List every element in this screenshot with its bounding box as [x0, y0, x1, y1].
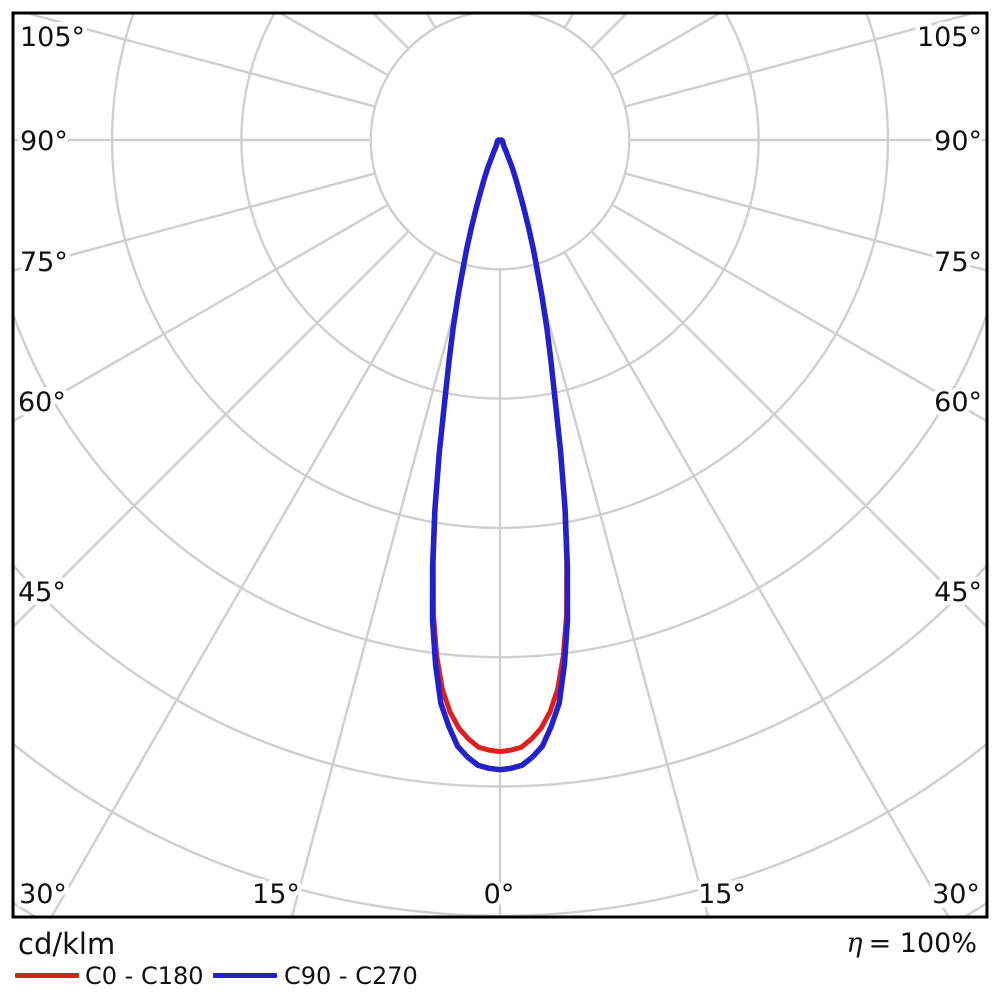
- curve-c90-c270: [429, 137, 571, 773]
- grid-spoke: [14, 203, 389, 422]
- angle-label: 30°: [19, 879, 67, 910]
- plot-border: [11, 11, 989, 919]
- grid-spoke: [624, 14, 975, 108]
- legend-swatch-c0-c180: [15, 973, 79, 978]
- angle-label: 30°: [932, 879, 980, 910]
- legend-label-c90-c270: C90 - C270: [284, 962, 418, 990]
- grid-spoke: [590, 230, 986, 628]
- angle-label: 60°: [18, 387, 66, 418]
- angle-label: 105°: [917, 22, 982, 53]
- eta-value: = 100%: [868, 928, 977, 959]
- legend-swatch-c90-c270: [213, 973, 277, 978]
- curves: [429, 137, 571, 773]
- grid-spoke: [14, 230, 410, 628]
- angle-labels: 105° 90° 75° 60° 45° 105° 90° 75° 60° 45° 30° 15° 0°…: [14, 18, 987, 915]
- grid-spoke: [611, 203, 986, 422]
- efficiency-text: η = 100%: [846, 929, 977, 959]
- grid-spoke: [532, 264, 710, 916]
- legend: C0 - C180 C90 - C270: [0, 962, 1000, 996]
- grid-spoke: [14, 172, 376, 272]
- angle-label: 90°: [20, 126, 68, 157]
- grid-spoke: [290, 264, 468, 916]
- grid-spoke: [50, 251, 437, 916]
- angle-label: 60°: [934, 387, 982, 418]
- angle-label: 45°: [18, 577, 66, 608]
- angle-label: 15°: [252, 879, 300, 910]
- angle-label: 0°: [484, 879, 515, 910]
- grid-spoke: [25, 14, 376, 108]
- angle-label: 75°: [20, 247, 68, 278]
- legend-label-c0-c180: C0 - C180: [85, 962, 204, 990]
- angle-label: 15°: [698, 879, 746, 910]
- unit-label: cd/klm: [18, 927, 116, 961]
- angle-label: 45°: [934, 577, 982, 608]
- grid-spoke: [563, 251, 950, 916]
- eta-symbol: η: [846, 928, 863, 959]
- grid-spoke: [624, 172, 986, 272]
- angle-label: 75°: [934, 247, 982, 278]
- angle-label: 105°: [20, 22, 85, 53]
- angle-label: 90°: [934, 126, 982, 157]
